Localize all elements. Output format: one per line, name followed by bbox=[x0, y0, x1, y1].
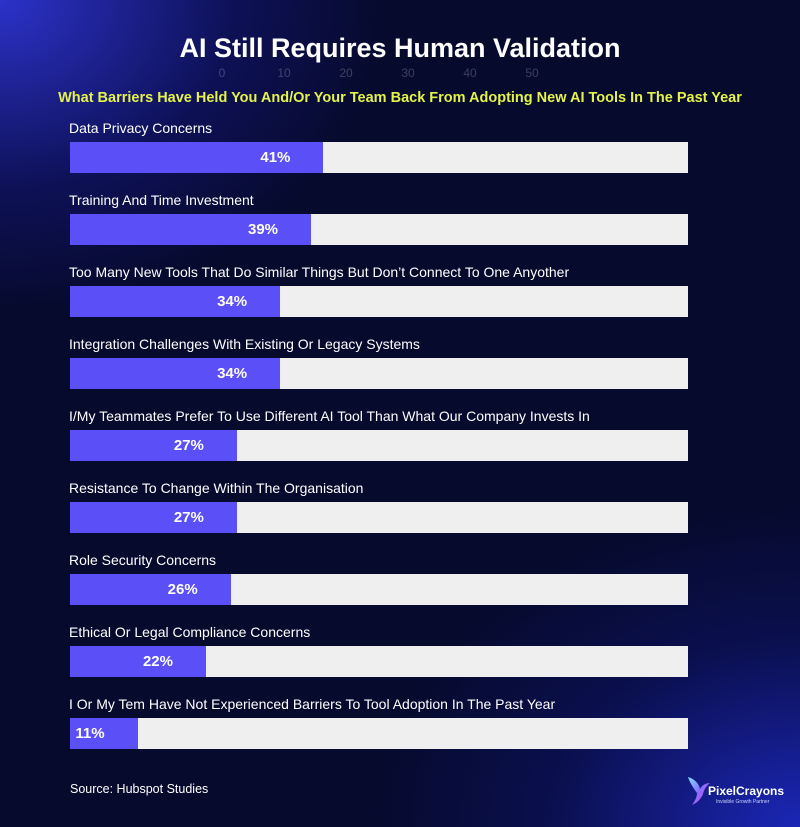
bar bbox=[70, 430, 237, 461]
source-note: Source: Hubspot Studies bbox=[70, 782, 209, 796]
category-label: Resistance To Change Within The Organisa… bbox=[69, 480, 364, 496]
chart-title: AI Still Requires Human Validation bbox=[179, 33, 621, 63]
data-label: 41% bbox=[260, 149, 291, 166]
data-label: 27% bbox=[173, 437, 204, 454]
data-label: 34% bbox=[217, 365, 248, 382]
bar bbox=[70, 574, 231, 605]
brand-name: PixelCrayons bbox=[708, 784, 785, 798]
data-label: 11% bbox=[75, 725, 105, 742]
bar bbox=[70, 646, 206, 677]
data-label: 27% bbox=[173, 509, 204, 526]
category-label: I Or My Tem Have Not Experienced Barrier… bbox=[69, 696, 556, 712]
bar-track: 41% bbox=[70, 142, 688, 173]
bar-track: 11% bbox=[70, 718, 688, 749]
brand-logo: PixelCrayons Invisible Growth Partner bbox=[686, 772, 786, 808]
hummingbird-icon bbox=[688, 777, 710, 805]
bar-track: 34% bbox=[70, 286, 688, 317]
ghost-tick-labels: 0 10 20 30 40 50 bbox=[0, 66, 800, 82]
tick-label: 40 bbox=[463, 66, 477, 80]
category-label: Ethical Or Legal Compliance Concerns bbox=[69, 624, 311, 640]
category-label: Too Many New Tools That Do Similar Thing… bbox=[69, 264, 570, 280]
bar-track: 34% bbox=[70, 358, 688, 389]
brand-tagline: Invisible Growth Partner bbox=[716, 799, 770, 805]
category-label: Training And Time Investment bbox=[69, 192, 254, 208]
category-label: Data Privacy Concerns bbox=[69, 120, 213, 136]
chart-subtitle: What Barriers Have Held You And/Or Your … bbox=[58, 90, 742, 106]
bar-track: 27% bbox=[70, 430, 688, 461]
tick-label: 0 bbox=[218, 66, 226, 80]
tick-label: 20 bbox=[339, 66, 353, 80]
data-label: 22% bbox=[142, 653, 173, 670]
category-label: I/My Teammates Prefer To Use Different A… bbox=[69, 408, 590, 424]
category-label: Role Security Concerns bbox=[69, 552, 217, 568]
data-label: 26% bbox=[167, 581, 198, 598]
tick-label: 30 bbox=[401, 66, 415, 80]
bar bbox=[70, 358, 281, 389]
tick-label: 10 bbox=[277, 66, 291, 80]
bar bbox=[70, 502, 237, 533]
bar-track: 22% bbox=[70, 646, 688, 677]
bar bbox=[70, 142, 324, 173]
bar bbox=[70, 286, 281, 317]
bar-track: 27% bbox=[70, 502, 688, 533]
data-label: 34% bbox=[217, 293, 248, 310]
bar bbox=[70, 214, 312, 245]
bar-track: 39% bbox=[70, 214, 688, 245]
category-label: Integration Challenges With Existing Or … bbox=[69, 336, 420, 352]
data-label: 39% bbox=[248, 221, 279, 238]
bar-track: 26% bbox=[70, 574, 688, 605]
bar bbox=[70, 718, 138, 749]
tick-label: 50 bbox=[525, 66, 539, 80]
